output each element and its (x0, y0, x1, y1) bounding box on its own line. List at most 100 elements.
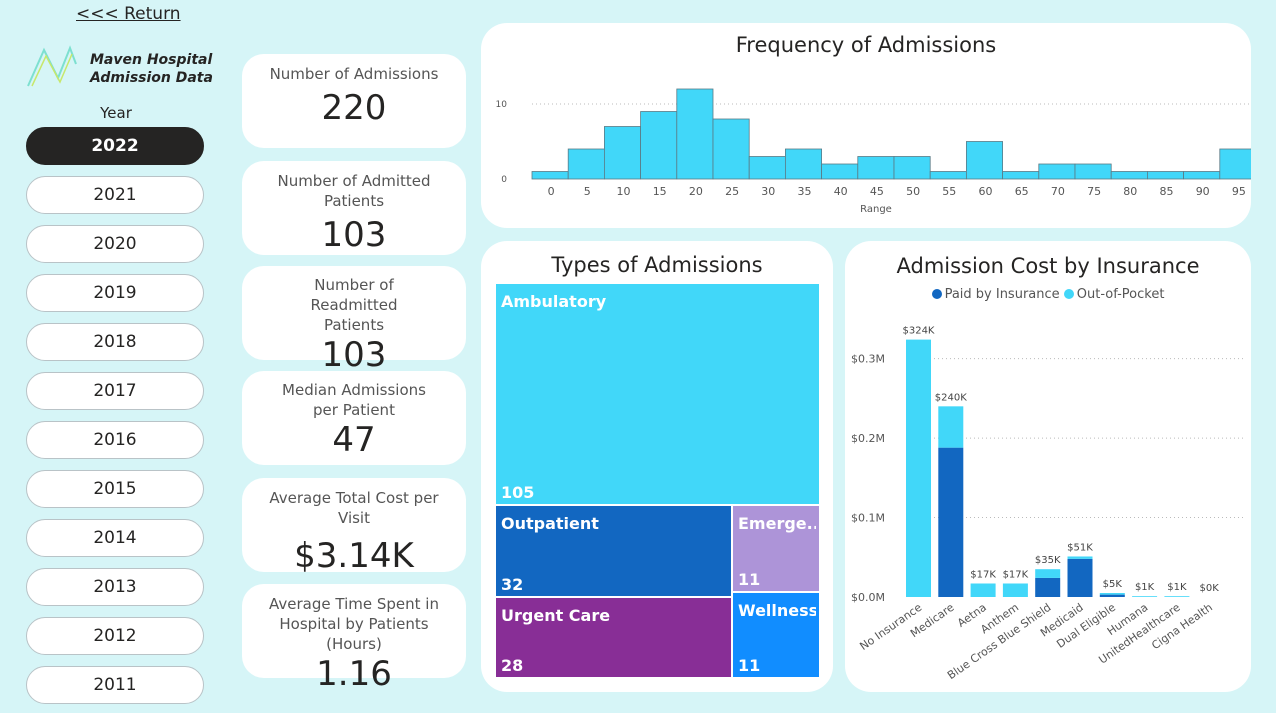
treemap-tile-wellness[interactable]: Wellness 11 (732, 592, 820, 678)
kpi-label: Average Total Cost per Visit (269, 489, 439, 527)
kpi-label: Average Time Spent in Hospital by Patien… (269, 595, 439, 653)
ins-bar-out-of-pocket (1002, 583, 1028, 597)
hist-x-tick: 75 (1087, 185, 1101, 198)
hist-bar (965, 141, 1003, 180)
ins-bar-out-of-pocket (906, 339, 931, 597)
hist-x-tick: 10 (617, 185, 631, 198)
ins-bar-out-of-pocket (1035, 569, 1061, 578)
tile-label: Outpatient (501, 514, 599, 533)
legend-item-paid[interactable]: Paid by Insurance (931, 287, 1060, 302)
year-option-2013[interactable]: 2013 (26, 568, 204, 606)
hist-bar (893, 156, 931, 180)
year-option-2019[interactable]: 2019 (26, 274, 204, 312)
kpi-card-average-cost: Average Total Cost per Visit $3.14K (242, 478, 466, 576)
kpi-value: 220 (321, 88, 387, 128)
frequency-panel: Frequency of Admissions 0 10 0 5 10 15 20 25 30 3… (481, 23, 1251, 228)
hist-bar (784, 148, 822, 180)
hist-x-tick: 70 (1051, 185, 1065, 198)
kpi-value: $3.14K (294, 536, 414, 576)
hist-bar (1183, 171, 1221, 180)
hist-bar (857, 156, 895, 180)
hist-bar (1147, 171, 1185, 180)
year-option-2011[interactable]: 2011 (26, 666, 204, 704)
hist-bar (1110, 171, 1148, 180)
treemap-tile-ambulatory[interactable]: Ambulatory 105 (495, 283, 820, 505)
ins-bar-out-of-pocket (1067, 556, 1093, 559)
ins-y-tick: $0.0M (851, 591, 885, 604)
ins-total-label: $17K (970, 569, 996, 580)
brand-line-1: Maven Hospital (90, 52, 213, 68)
ins-total-label: $5K (1103, 579, 1123, 590)
tile-label: Ambulatory (501, 292, 607, 311)
hist-y-tick: 10 (496, 100, 508, 110)
treemap-tile-outpatient[interactable]: Outpatient 32 (495, 505, 732, 597)
hist-y-tick: 0 (501, 175, 507, 185)
hist-x-tick: 85 (1160, 185, 1174, 198)
kpi-card-readmitted-patients: Number of Readmitted Patients 103 (242, 266, 466, 375)
hist-bar (640, 111, 678, 180)
legend-label: Out-of-Pocket (1076, 287, 1165, 302)
kpi-label: Number of Readmitted Patients (310, 276, 398, 334)
hist-x-tick: 45 (870, 185, 884, 198)
year-option-2012[interactable]: 2012 (26, 617, 204, 655)
kpi-card-average-time: Average Time Spent in Hospital by Patien… (242, 584, 466, 694)
year-option-2021[interactable]: 2021 (26, 176, 204, 214)
hist-x-tick: 90 (1196, 185, 1210, 198)
year-option-2016[interactable]: 2016 (26, 421, 204, 459)
types-panel: Types of Admissions Ambulatory 105 Outpa… (481, 241, 833, 692)
kpi-card-admitted-patients: Number of Admitted Patients 103 (242, 161, 466, 255)
ins-total-label: $0K (1200, 583, 1220, 594)
hist-bar (676, 88, 714, 180)
maven-logo-icon (27, 45, 77, 87)
year-option-2014[interactable]: 2014 (26, 519, 204, 557)
kpi-label: Median Admissions per Patient (282, 381, 426, 419)
tile-label: Wellness (738, 601, 816, 620)
hist-x-axis-label: Range (860, 204, 892, 215)
ins-bar-out-of-pocket (970, 583, 996, 597)
legend-item-out-of-pocket[interactable]: Out-of-Pocket (1063, 287, 1165, 302)
ins-y-tick: $0.2M (851, 432, 885, 445)
treemap-tile-urgent-care[interactable]: Urgent Care 28 (495, 597, 732, 678)
ins-total-label: $324K (902, 326, 934, 337)
tile-value: 105 (501, 483, 535, 502)
ins-bar-paid (1067, 558, 1093, 597)
hist-x-tick: 95 (1232, 185, 1246, 198)
ins-bar-paid (938, 447, 964, 597)
hist-x-tick: 30 (761, 185, 775, 198)
return-link[interactable]: <<< Return (76, 4, 181, 24)
ins-total-label: $240K (935, 392, 967, 403)
hist-x-tick: 55 (942, 185, 956, 198)
insurance-title: Admission Cost by Insurance (896, 254, 1200, 278)
ins-total-label: $1K (1135, 582, 1155, 593)
hist-x-tick: 15 (653, 185, 667, 198)
tile-value: 11 (738, 570, 761, 589)
tile-label: Emerge... (738, 514, 816, 533)
hist-bar (821, 163, 859, 180)
hist-bar (1219, 148, 1251, 180)
tile-value: 28 (501, 656, 524, 675)
ins-bar-out-of-pocket (1099, 593, 1125, 595)
kpi-value: 103 (321, 215, 387, 255)
year-option-2015[interactable]: 2015 (26, 470, 204, 508)
tile-value: 32 (501, 575, 524, 594)
hist-bar (531, 171, 569, 180)
tile-label: Urgent Care (501, 606, 611, 625)
hist-bar (567, 148, 605, 180)
hist-bar (748, 156, 786, 180)
hist-bar (604, 126, 642, 180)
year-option-2018[interactable]: 2018 (26, 323, 204, 361)
year-option-2022[interactable]: 2022 (26, 127, 204, 165)
treemap-tile-emergency[interactable]: Emerge... 11 (732, 505, 820, 592)
hist-bar (712, 118, 750, 180)
brand-line-2: Admission Data (90, 70, 213, 86)
ins-bar-out-of-pocket (1164, 596, 1190, 597)
ins-bar-out-of-pocket (938, 406, 964, 448)
ins-y-tick: $0.3M (851, 353, 885, 366)
types-treemap: Ambulatory 105 Outpatient 32 Emerge... 1… (495, 283, 820, 678)
kpi-label: Number of Admitted Patients (277, 172, 431, 210)
insurance-panel: Admission Cost by Insurance Paid by Insu… (845, 241, 1251, 692)
year-option-2020[interactable]: 2020 (26, 225, 204, 263)
year-option-2017[interactable]: 2017 (26, 372, 204, 410)
hist-x-tick: 50 (906, 185, 920, 198)
ins-bar-paid (1035, 577, 1061, 597)
